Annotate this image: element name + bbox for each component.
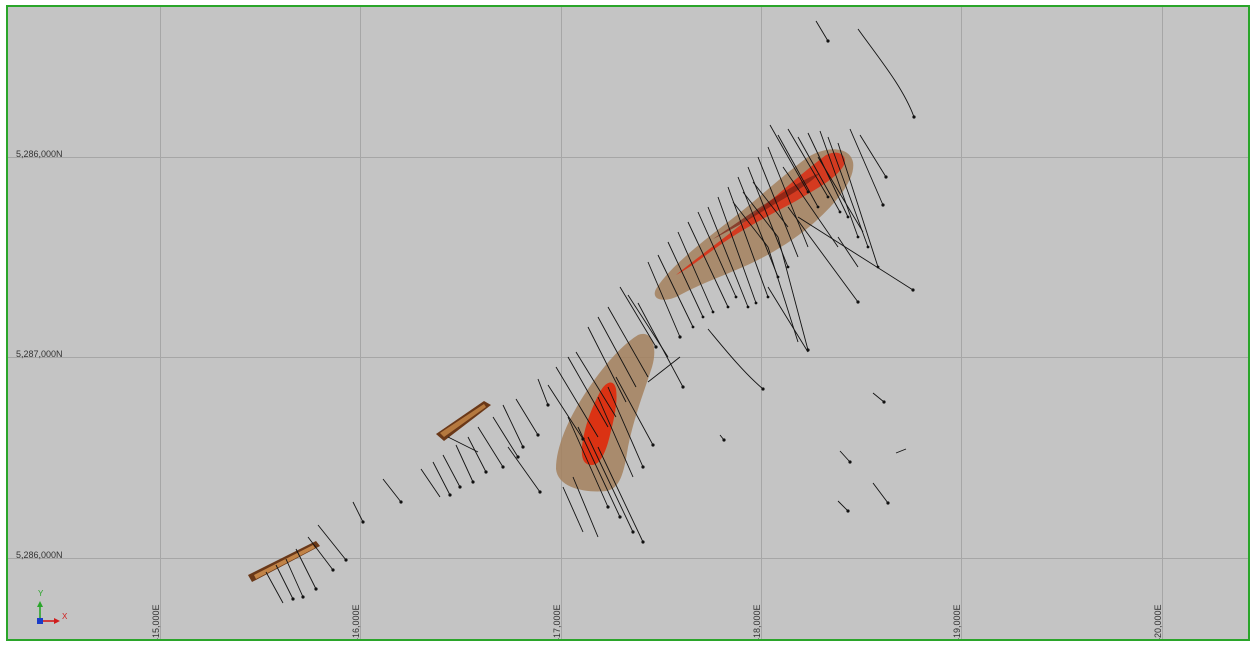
- map-viewport[interactable]: 5,286,000N 5,287,000N 5,286,000N 415,000…: [6, 5, 1250, 641]
- easting-grid-line: [761, 7, 762, 639]
- drillhole-collars: [291, 39, 916, 601]
- geology-scene: [248, 20, 916, 604]
- axis-y-label: Y: [38, 589, 44, 598]
- axis-triad-icon: [37, 601, 60, 624]
- northing-grid-line: [8, 558, 1248, 559]
- easting-grid-line: [961, 7, 962, 639]
- axis-x-label: X: [62, 612, 68, 621]
- easting-grid-line: [360, 7, 361, 639]
- ore-body-west-light: [440, 404, 486, 437]
- northing-label: 5,286,000N: [16, 550, 63, 560]
- drillhole-traces: [265, 20, 915, 604]
- easting-grid-line: [160, 7, 161, 639]
- northing-label: 5,287,000N: [16, 349, 63, 359]
- easting-grid-line: [1162, 7, 1163, 639]
- ore-body-southwest-light: [254, 545, 315, 579]
- ore-core-ne-dark: [713, 173, 820, 239]
- northing-grid-line: [8, 157, 1248, 158]
- easting-grid-line: [561, 7, 562, 639]
- northing-label: 5,286,000N: [16, 149, 63, 159]
